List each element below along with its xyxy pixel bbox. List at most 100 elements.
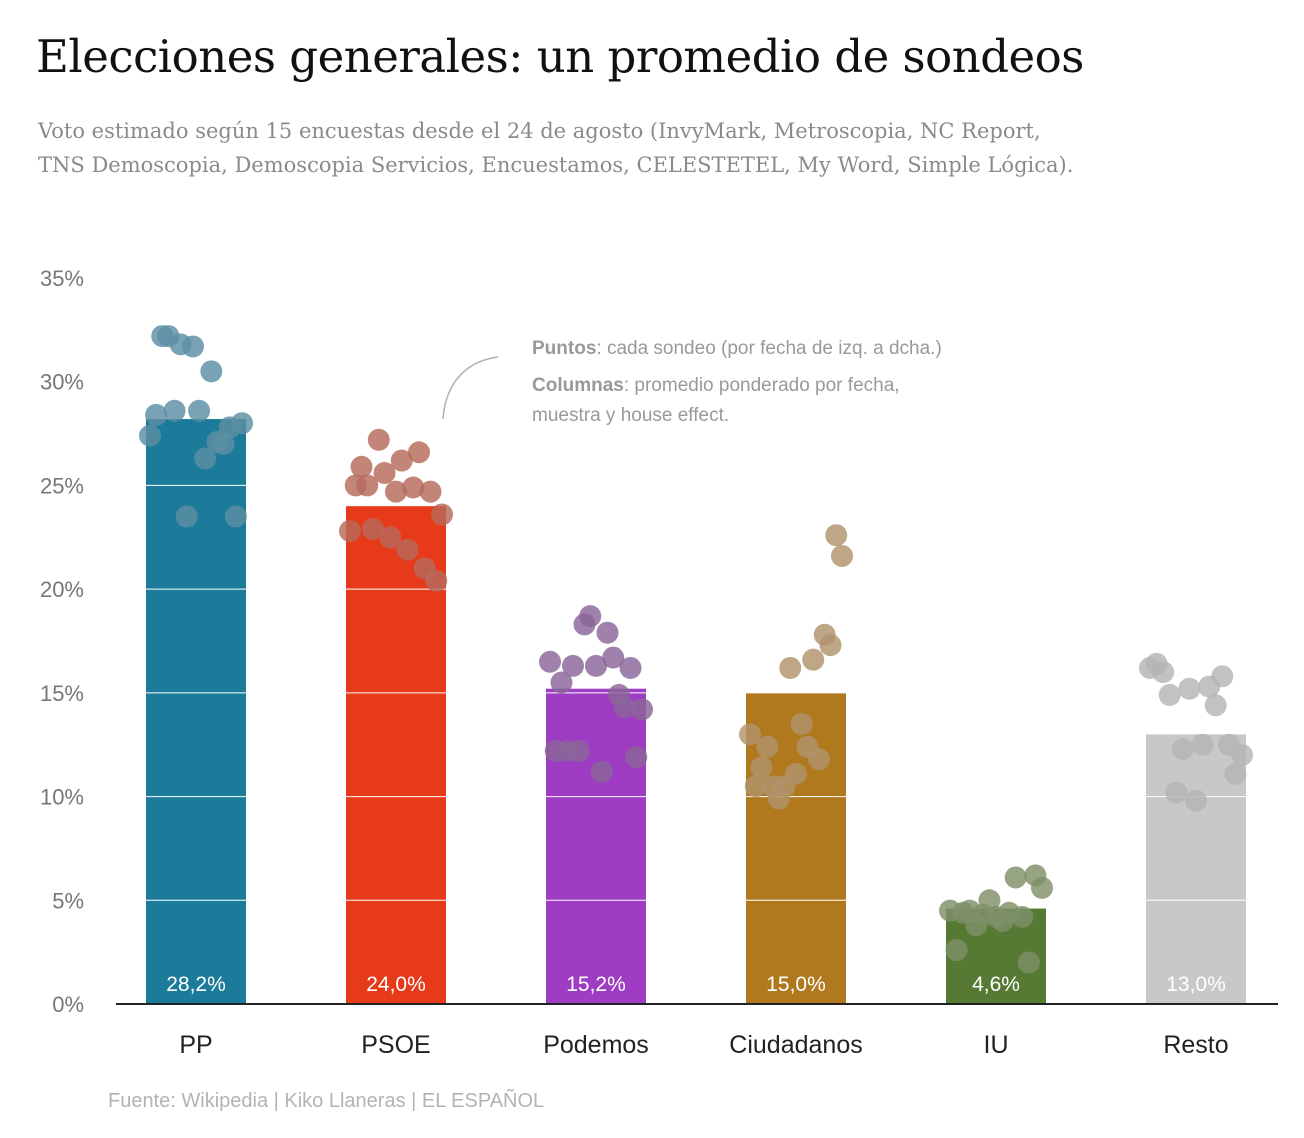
y-tick-label: 0% (52, 992, 84, 1017)
poll-dot (1224, 762, 1247, 785)
poll-dot (1011, 905, 1034, 928)
poll-dot (739, 723, 761, 746)
poll-dot (779, 656, 802, 679)
poll-dot (562, 654, 584, 677)
bar-value-label: 13,0% (1166, 973, 1226, 996)
poll-dot (550, 671, 573, 694)
y-tick-label: 35% (40, 266, 84, 291)
x-category-label: Podemos (543, 1031, 649, 1059)
poll-dot (224, 505, 247, 528)
poll-dot (1185, 789, 1207, 812)
poll-dot (590, 760, 613, 783)
poll-dot (350, 455, 373, 478)
poll-dot (231, 412, 253, 435)
poll-dot (802, 648, 825, 671)
annotation-connector (442, 356, 499, 420)
poll-dot (373, 461, 396, 484)
poll-dot (163, 399, 186, 422)
poll-dot (408, 441, 430, 464)
poll-dot (1158, 683, 1181, 706)
poll-dot (625, 746, 648, 769)
chart-subtitle: Voto estimado según 15 encuestas desde e… (38, 114, 1238, 182)
y-tick-label: 25% (40, 473, 84, 498)
poll-dot (175, 505, 198, 528)
annotation-points-line: Puntos: cada sondeo (por fecha de izq. a… (532, 338, 942, 359)
poll-dot (744, 775, 767, 798)
poll-dot (750, 756, 773, 779)
annotation-points-text: : cada sondeo (por fecha de izq. a dcha.… (596, 338, 941, 359)
poll-dot (419, 480, 442, 503)
poll-dot (1017, 951, 1040, 974)
poll-dot (1171, 737, 1194, 760)
gridline-layer (116, 277, 1278, 901)
subtitle-line-1: Voto estimado según 15 encuestas desde e… (38, 119, 1041, 143)
poll-dot (212, 432, 235, 455)
x-category-label: Ciudadanos (729, 1031, 862, 1059)
poll-dot (1211, 665, 1234, 688)
bar-value-label: 24,0% (366, 973, 426, 996)
poll-dot-layer (139, 325, 1253, 974)
annotation-columns-line-2: muestra y house effect. (532, 405, 729, 426)
poll-dot (596, 621, 619, 644)
poll-dot (188, 399, 211, 422)
annotation-columns-label: Columnas (532, 375, 624, 396)
poll-dot (1031, 876, 1053, 899)
poll-dot (539, 650, 561, 673)
bar-value-label: 4,6% (972, 973, 1020, 996)
annotation-columns-text: : promedio ponderado por fecha, (624, 375, 900, 396)
poll-dot (145, 403, 168, 426)
poll-dot (379, 526, 402, 549)
bar-value-label: 15,2% (566, 973, 626, 996)
poll-dot (362, 517, 384, 540)
poll-dot (431, 503, 453, 526)
poll-dot (945, 939, 968, 962)
poll-dot (1004, 866, 1027, 889)
x-category-label: Resto (1163, 1031, 1228, 1059)
poll-dot (356, 474, 379, 497)
poll-dot (579, 605, 602, 628)
poll-dot (200, 360, 223, 383)
poll-dot (139, 424, 161, 447)
annotation: Puntos: cada sondeo (por fecha de izq. a… (532, 338, 942, 426)
chart-title: Elecciones generales: un promedio de son… (36, 30, 1084, 83)
bar-value-label: 28,2% (166, 973, 226, 996)
poll-dot (790, 712, 813, 735)
source-credit: Fuente: Wikipedia | Kiko Llaneras | EL E… (108, 1090, 545, 1112)
y-tick-label: 20% (40, 577, 84, 602)
annotation-points-label: Puntos (532, 338, 596, 359)
poll-dot (425, 569, 448, 592)
poll-dot (1178, 677, 1201, 700)
poll-dot (613, 696, 636, 719)
poll-dot (367, 428, 390, 451)
poll-dot (1204, 694, 1227, 717)
poll-dot (385, 480, 407, 503)
poll-dot (339, 520, 361, 543)
poll-dot (808, 748, 830, 771)
poll-dot (1231, 744, 1253, 767)
poll-dot (1152, 661, 1175, 684)
poll-dot (390, 449, 413, 472)
x-category-label: PSOE (361, 1031, 430, 1059)
label-layer: 0% 5% 10% 15% 20% 25% 30% 35% 28,2% PP 24,0% PSOE 15… (40, 266, 1229, 1059)
poll-dot (1191, 733, 1214, 756)
poll-dot (402, 476, 425, 499)
x-category-label: PP (179, 1031, 212, 1059)
poll-dot (567, 739, 590, 762)
bar-value-label: 15,0% (766, 973, 826, 996)
poll-dot (181, 335, 204, 358)
y-tick-label: 30% (40, 370, 84, 395)
poll-dot (396, 538, 419, 561)
poll-dot (194, 447, 217, 470)
poll-dot (831, 544, 853, 567)
y-tick-label: 15% (40, 681, 84, 706)
poll-dot (631, 698, 653, 721)
poll-dot (825, 524, 848, 547)
y-tick-label: 5% (52, 888, 84, 913)
poll-dot (785, 762, 807, 785)
poll-dot (978, 889, 1001, 912)
bar-layer (146, 419, 1246, 1005)
annotation-columns-line: Columnas: promedio ponderado por fecha, (532, 375, 900, 396)
poll-dot (585, 654, 607, 677)
y-tick-label: 10% (40, 785, 84, 810)
